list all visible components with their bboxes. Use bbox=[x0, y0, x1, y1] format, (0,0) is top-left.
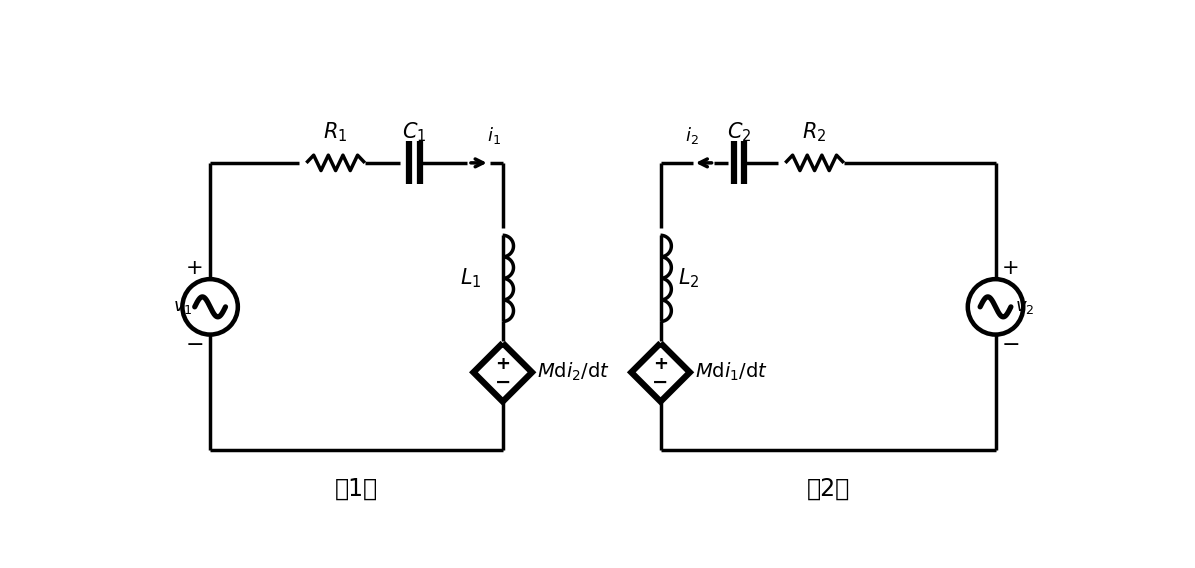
Text: （2）: （2） bbox=[807, 477, 850, 500]
Text: $R_1$: $R_1$ bbox=[324, 120, 348, 144]
Text: $L_1$: $L_1$ bbox=[460, 266, 482, 290]
Text: $v_1$: $v_1$ bbox=[173, 298, 192, 316]
Text: +: + bbox=[652, 355, 668, 373]
Text: $R_2$: $R_2$ bbox=[802, 120, 827, 144]
Text: +: + bbox=[1003, 258, 1019, 278]
Text: +: + bbox=[186, 258, 203, 278]
Text: $C_1$: $C_1$ bbox=[402, 120, 427, 144]
Text: −: − bbox=[495, 373, 511, 392]
Text: $i_2$: $i_2$ bbox=[685, 125, 699, 146]
Text: $C_2$: $C_2$ bbox=[727, 120, 752, 144]
Text: $M\mathrm{d}i_2/\mathrm{d}t$: $M\mathrm{d}i_2/\mathrm{d}t$ bbox=[538, 361, 611, 383]
Text: −: − bbox=[185, 335, 204, 356]
Text: $L_2$: $L_2$ bbox=[678, 266, 699, 290]
Text: （1）: （1） bbox=[335, 477, 378, 500]
Text: +: + bbox=[495, 355, 510, 373]
Text: −: − bbox=[1001, 335, 1021, 356]
Text: $i_1$: $i_1$ bbox=[486, 125, 501, 146]
Text: −: − bbox=[652, 373, 669, 392]
Text: $M\mathrm{d}i_1/\mathrm{d}t$: $M\mathrm{d}i_1/\mathrm{d}t$ bbox=[695, 361, 768, 383]
Text: $v_2$: $v_2$ bbox=[1015, 298, 1035, 316]
